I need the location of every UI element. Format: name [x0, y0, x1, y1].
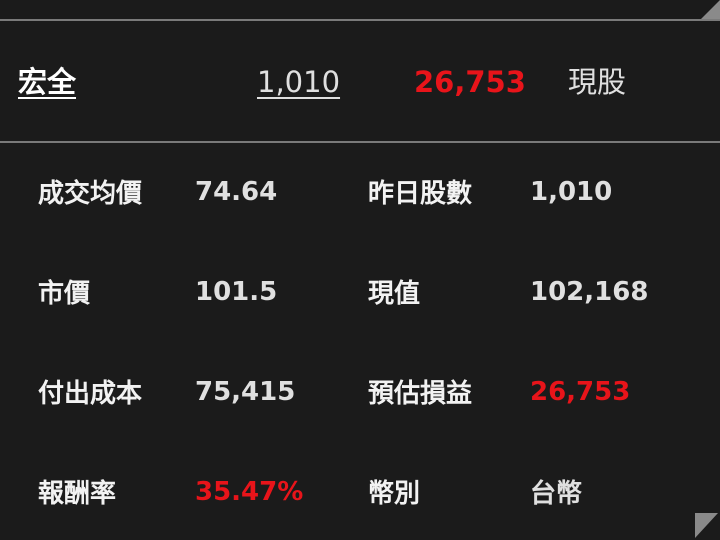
return-rate-value: 35.47% — [195, 477, 304, 507]
shares-link[interactable]: 1,010 — [257, 65, 341, 99]
corner-fold-icon — [700, 0, 720, 20]
market-price-label: 市價 — [38, 279, 91, 309]
market-price-value: 101.5 — [195, 277, 278, 307]
cost-label: 付出成本 — [38, 379, 143, 409]
prev-shares-label: 昨日股數 — [368, 179, 473, 209]
corner-fold-icon — [695, 513, 718, 538]
avg-price-label: 成交均價 — [38, 179, 143, 209]
currency-label: 幣別 — [368, 479, 421, 509]
current-value-label: 現值 — [368, 279, 421, 309]
prev-shares-value: 1,010 — [530, 177, 613, 207]
profit-value: 26,753 — [414, 65, 526, 99]
divider-top — [0, 19, 720, 21]
currency-value: 台幣 — [530, 479, 583, 509]
divider-header — [0, 141, 720, 143]
return-rate-label: 報酬率 — [38, 479, 117, 509]
stock-name-link[interactable]: 宏全 — [18, 65, 77, 99]
cost-value: 75,415 — [195, 377, 296, 407]
avg-price-value: 74.64 — [195, 177, 278, 207]
trade-type: 現股 — [568, 65, 627, 99]
est-pl-value: 26,753 — [530, 377, 631, 407]
current-value-value: 102,168 — [530, 277, 649, 307]
est-pl-label: 預估損益 — [368, 379, 473, 409]
